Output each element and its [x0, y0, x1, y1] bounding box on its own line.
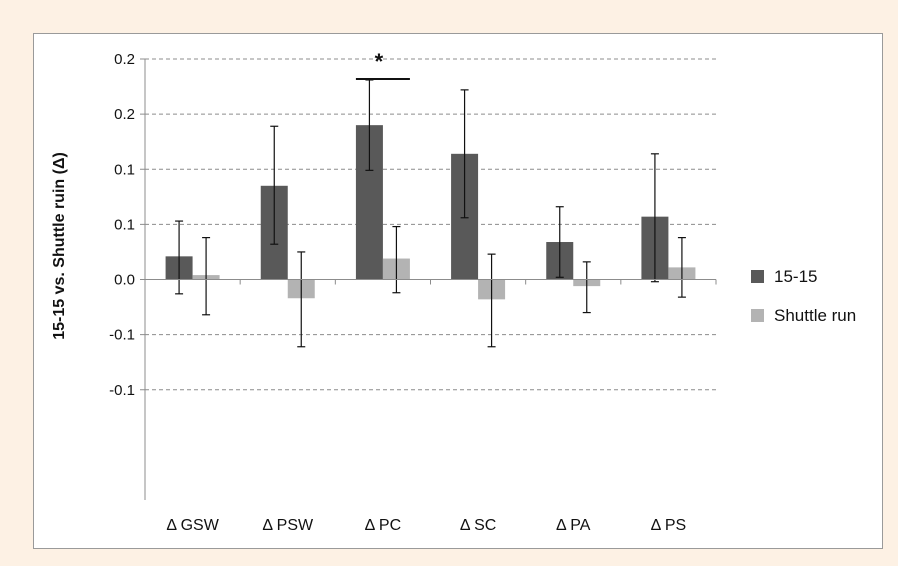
axes: [140, 58, 717, 500]
category-label: Δ PS: [651, 517, 687, 534]
y-tick-label: 0.2: [114, 51, 135, 68]
axis-labels: 0.2 0.2 0.1 0.1 0.0 -0.1 -0.1 Δ GSW Δ PSW Δ PC Δ S…: [109, 51, 686, 534]
y-tick-label: 0.0: [114, 272, 135, 289]
y-axis-title: 15-15 vs. Shuttle ruin (Δ): [51, 152, 68, 340]
bar-chart: 0.2 0.2 0.1 0.1 0.0 -0.1 -0.1 Δ GSW Δ PSW Δ PC Δ S…: [51, 49, 856, 534]
legend: 15-15 Shuttle run: [751, 267, 856, 325]
bars: [165, 79, 696, 348]
legend-swatch: [751, 270, 764, 283]
legend-label: Shuttle run: [774, 306, 856, 325]
annotations: *: [355, 49, 410, 80]
legend-label: 15-15: [774, 267, 817, 286]
category-label: Δ PA: [556, 517, 591, 534]
chart-frame: 0.2 0.2 0.1 0.1 0.0 -0.1 -0.1 Δ GSW Δ PSW Δ PC Δ S…: [33, 33, 883, 549]
category-label: Δ PSW: [262, 517, 314, 534]
category-label: Δ SC: [460, 517, 496, 534]
y-tick-label: 0.1: [114, 216, 135, 233]
y-tick-label: 0.2: [114, 106, 135, 123]
y-tick-label: -0.1: [109, 327, 135, 344]
grid-lines: [145, 58, 716, 391]
y-tick-label: -0.1: [109, 382, 135, 399]
y-tick-label: 0.1: [114, 161, 135, 178]
significance-star: *: [375, 49, 384, 74]
legend-swatch: [751, 309, 764, 322]
category-label: Δ PC: [365, 517, 401, 534]
category-label: Δ GSW: [166, 517, 219, 534]
